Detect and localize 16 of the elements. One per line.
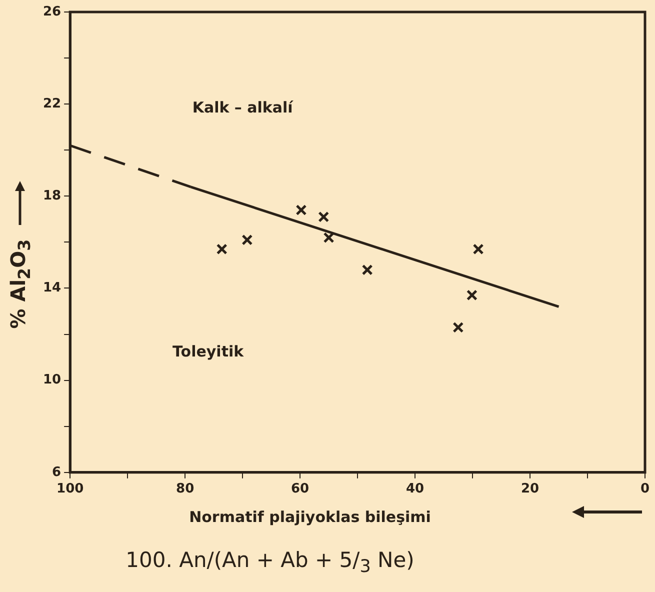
y-tick-label: 14 xyxy=(42,280,62,296)
y-tick-label: 26 xyxy=(42,4,62,20)
annotation: Kalk – alkalí xyxy=(192,98,294,117)
x-tick-label: 60 xyxy=(291,482,310,497)
x-tick-label: 20 xyxy=(520,482,540,497)
x-tick-label: 40 xyxy=(406,482,424,497)
x-tick-label: 80 xyxy=(176,482,194,497)
y-tick-label: 18 xyxy=(42,188,62,204)
x-tick-label: 100 xyxy=(56,482,84,497)
y-tick-label: 10 xyxy=(42,372,62,388)
x-axis-title: Normatif plajiyoklas bileşimi xyxy=(188,508,432,526)
text: 100. An/(An + Ab + 5/$_{3}$ Ne) xyxy=(124,548,416,578)
y-tick-label: 22 xyxy=(42,96,62,112)
y-tick-label: 6 xyxy=(52,464,62,480)
x-tick-label: 0 xyxy=(640,482,650,497)
annotation: Toleyitik xyxy=(172,342,245,361)
